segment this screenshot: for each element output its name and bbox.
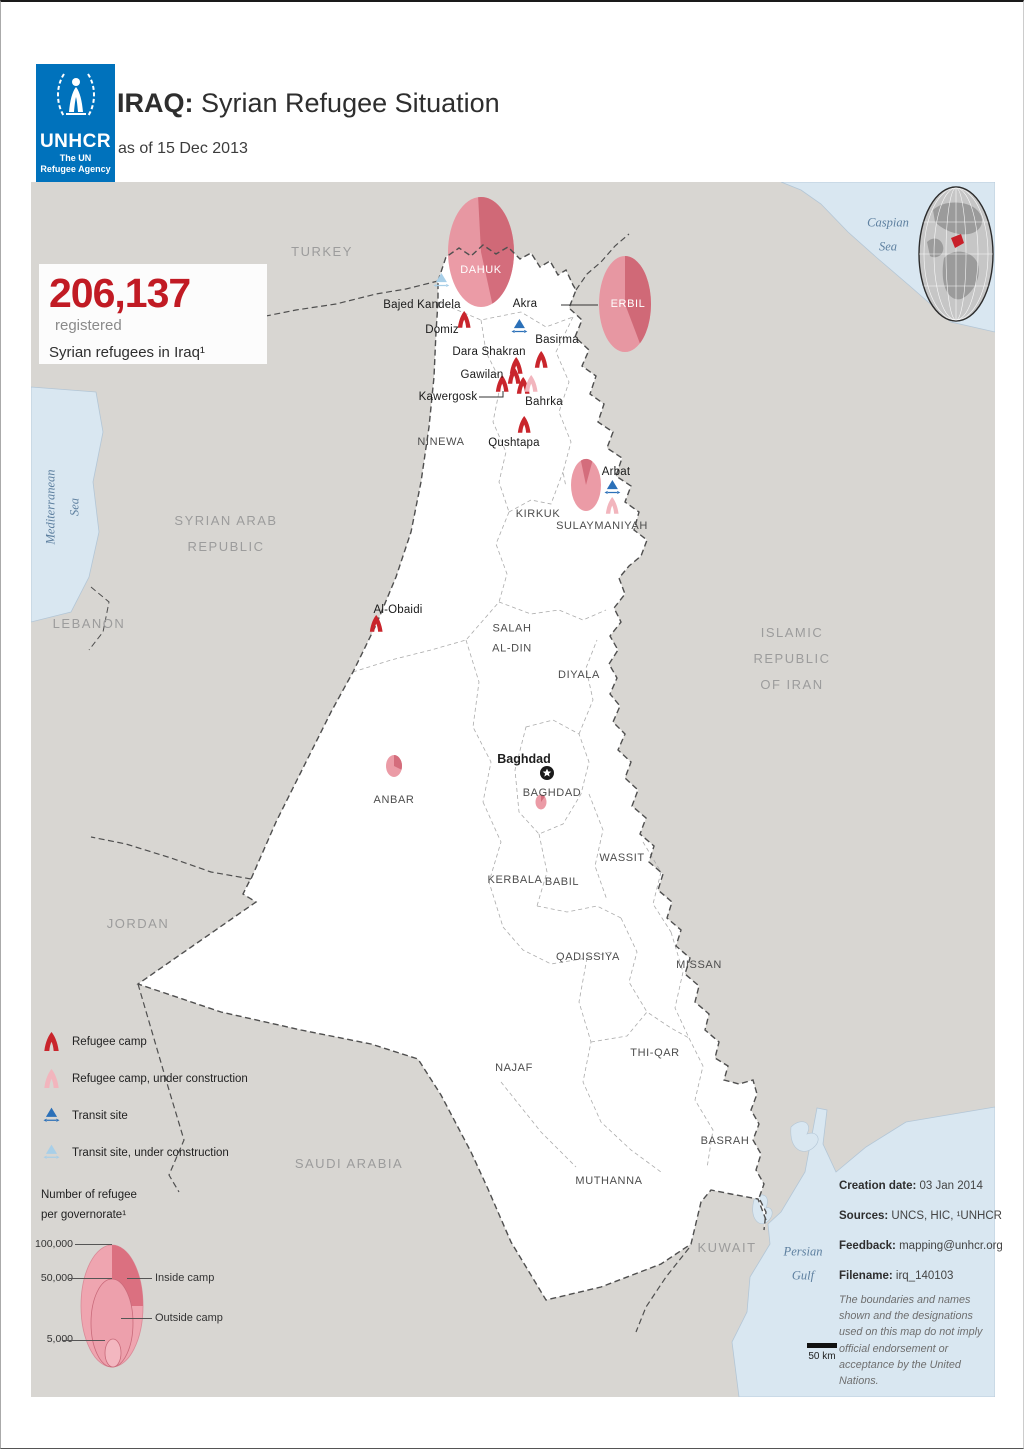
leader-line: [479, 391, 504, 398]
refugee-circle-sulaymaniyah: [571, 458, 601, 511]
legend-item-transit: Transit site: [43, 1106, 303, 1125]
feedback-label: Feedback:: [839, 1240, 896, 1252]
map-legend: Refugee camp Refugee camp, under construc…: [43, 1032, 303, 1180]
creation-date-value: 03 Jan 2014: [919, 1180, 983, 1192]
page-title: IRAQ: Syrian Refugee Situation: [117, 88, 500, 119]
legend-item-camp: Refugee camp: [43, 1032, 303, 1051]
creation-date-row: Creation date: 03 Jan 2014: [839, 1180, 1004, 1192]
inside-camp-label: Inside camp: [155, 1272, 215, 1284]
page-title-country: IRAQ:: [117, 88, 194, 118]
mediterranean-sea-shape: [31, 386, 104, 623]
scale-bar: [807, 1343, 837, 1348]
globe-inset: [918, 186, 994, 322]
registered-text: registered: [55, 317, 122, 334]
sources-value: UNCS, HIC, ¹UNHCR: [891, 1210, 1002, 1222]
unhcr-logo: UNHCR The UN Refugee Agency: [36, 64, 115, 190]
stats-caption: Syrian refugees in Iraq¹: [49, 344, 205, 361]
capital-star-icon: [540, 766, 554, 780]
scale-bar-label: 50 km: [808, 1351, 836, 1362]
legend-item-camp_uc: Refugee camp, under construction: [43, 1069, 303, 1088]
tick-leader-100000: [75, 1244, 112, 1245]
camp_uc-legend-icon: [44, 1069, 59, 1088]
shatt-delta-shape: [790, 1121, 819, 1152]
legend-item-label: Transit site: [72, 1109, 128, 1122]
size-legend-title: Number of refugee per governorate¹: [41, 1186, 137, 1225]
size-tick-5000: 5,000: [46, 1333, 73, 1345]
refugee-circle-dahuk: [448, 197, 514, 307]
governorate-boundaries: [352, 301, 714, 1173]
legend-item-label: Refugee camp: [72, 1035, 147, 1048]
size-tick-50000: 50,000: [40, 1272, 73, 1284]
size-tick-100000: 100,000: [35, 1238, 73, 1250]
legend-item-label: Refugee camp, under construction: [72, 1072, 248, 1085]
persian-gulf-shape: [731, 1106, 995, 1397]
refugee-circle-anbar: [386, 755, 402, 777]
refugee-circle-erbil: [599, 256, 651, 352]
outside-camp-label: Outside camp: [155, 1312, 223, 1324]
legend-item-label: Transit site, under construction: [72, 1146, 229, 1159]
globe-iraq-highlight: [951, 234, 964, 248]
logo-tagline-2: Refugee Agency: [40, 164, 111, 175]
tick-leader-50000: [69, 1278, 112, 1279]
size-legend-title-line1: Number of refugee: [41, 1189, 137, 1201]
transit_uc-legend-icon: [43, 1144, 60, 1159]
sources-label: Sources:: [839, 1210, 889, 1222]
refugee-count: 206,137: [49, 270, 191, 316]
iraq-map: [31, 182, 995, 1397]
refugee-circle-baghdad: [535, 794, 547, 810]
refugee-stats-box: 206,137registered Syrian refugees in Ira…: [39, 264, 267, 364]
page-subtitle: as of 15 Dec 2013: [118, 140, 248, 157]
legend-item-transit_uc: Transit site, under construction: [43, 1143, 303, 1162]
tick-leader-5000: [63, 1340, 105, 1341]
inside-camp-leader: [127, 1278, 152, 1279]
size-legend-diagram: [80, 1244, 144, 1368]
feedback-row: Feedback: mapping@unhcr.org: [839, 1240, 1004, 1252]
disclaimer-text: The boundaries and names shown and the d…: [839, 1294, 983, 1387]
feedback-value: mapping@unhcr.org: [899, 1240, 1003, 1252]
sources-row: Sources: UNCS, HIC, ¹UNHCR: [839, 1210, 1004, 1222]
unhcr-emblem-icon: [56, 73, 95, 117]
filename-label: Filename:: [839, 1270, 893, 1282]
page-title-rest: Syrian Refugee Situation: [193, 88, 500, 118]
filename-value: irq_140103: [895, 1270, 954, 1282]
camp-legend-icon: [44, 1032, 59, 1051]
size-legend-title-line2: per governorate¹: [41, 1208, 127, 1221]
refugee-circles-layer: [386, 197, 651, 810]
creation-date-label: Creation date:: [839, 1180, 917, 1192]
camp-icons-layer: [369, 273, 621, 780]
logo-org-text: UNHCR: [39, 131, 112, 152]
logo-tagline-1: The UN: [59, 153, 92, 163]
transit-legend-icon: [43, 1107, 60, 1122]
outside-camp-leader: [121, 1318, 152, 1319]
filename-row: Filename: irq_140103: [839, 1270, 1004, 1282]
